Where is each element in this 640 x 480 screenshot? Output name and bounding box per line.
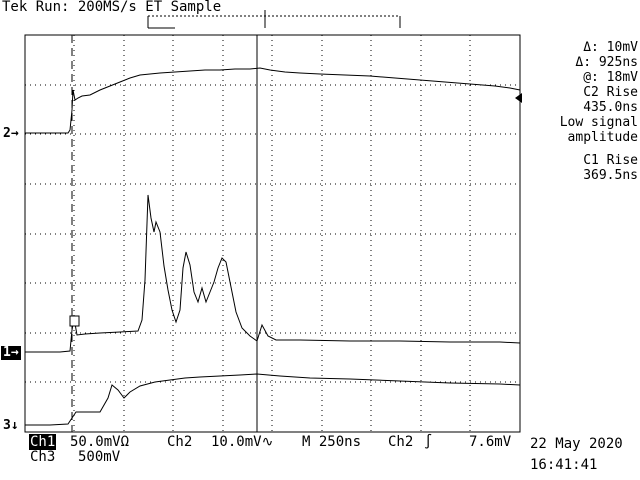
date-readout: 22 May 2020	[530, 436, 623, 452]
measurement-2-label-line2: amplitude	[567, 130, 638, 145]
acquisition-status: Tek Run: 200MS/s ET Sample	[2, 0, 222, 15]
ch1-trace	[25, 194, 521, 353]
cursor-delta-time: Δ: 925ns	[575, 55, 638, 70]
measurement-3-label: C1 Rise	[583, 153, 638, 168]
cursor-position-value: @: 18mV	[583, 70, 638, 85]
ch1-scale: 50.0mVΩ	[70, 434, 130, 450]
trigger-slope-icon: ∫	[424, 434, 433, 450]
trigger-marker	[69, 315, 80, 327]
ch1-ground-marker[interactable]: 1→	[1, 345, 21, 360]
ch2-scale: 10.0mV∿	[211, 434, 274, 450]
timebase-readout: M 250ns	[302, 434, 362, 450]
measurement-panel: Δ: 10mV Δ: 925ns @: 18mV C2 Rise 435.0ns…	[526, 40, 638, 183]
cursor-delta-voltage: Δ: 10mV	[583, 40, 638, 55]
ch3-label[interactable]: Ch3	[30, 449, 56, 465]
ch1-label[interactable]: Ch1	[29, 434, 57, 450]
center-axis-ticks	[25, 35, 520, 432]
trigger-level-arrow	[515, 93, 522, 103]
ch3-trace	[25, 373, 521, 426]
measurement-1-label: C2 Rise	[583, 85, 638, 100]
ch2-trace	[25, 67, 521, 134]
time-readout: 16:41:41	[530, 457, 598, 473]
trigger-source: Ch2	[388, 434, 414, 450]
ch2-ground-marker[interactable]: 2→	[3, 126, 19, 141]
measurement-3-value: 369.5ns	[583, 168, 638, 183]
measurement-1-value: 435.0ns	[583, 100, 638, 115]
ch2-label[interactable]: Ch2	[167, 434, 193, 450]
measurement-2-label-line1: Low signal	[559, 115, 638, 130]
ch3-ground-marker[interactable]: 3↓	[3, 418, 19, 433]
trigger-level: 7.6mV	[469, 434, 512, 450]
record-window-bracket	[147, 10, 401, 29]
ch3-scale: 500mV	[78, 449, 121, 465]
